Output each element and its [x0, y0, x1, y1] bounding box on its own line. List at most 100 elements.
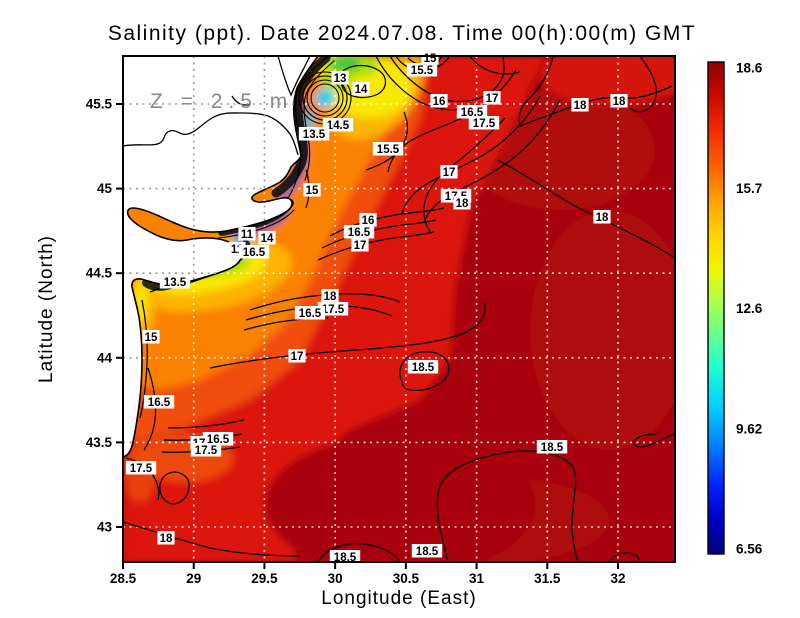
contour-label: 17 [354, 240, 367, 252]
axis-ticks [116, 103, 620, 569]
y-tick-label: 44.5 [86, 266, 113, 281]
contour-label: 13.5 [303, 129, 326, 141]
contour-label-box [411, 544, 443, 558]
contour-label: 17.5 [195, 445, 218, 457]
contour-label-box [322, 118, 354, 132]
contour-label: 17.5 [473, 118, 496, 130]
y-tick-label: 45.5 [86, 97, 113, 112]
y-tick-label: 43 [97, 520, 113, 535]
colorbar-tick-label: 12.6 [736, 301, 763, 316]
axis-tick-labels: 28.5 29 29.5 30 30.5 31 31.5 32 45.5 45 44.5 44 43.5… [86, 97, 626, 587]
x-axis-title: Longitude (East) [321, 588, 476, 609]
contour-label-box [593, 210, 611, 224]
contour-label: 18.5 [541, 442, 564, 454]
contour-label: 16 [433, 96, 446, 108]
contour-label-box [483, 91, 501, 105]
contour-label-box [258, 231, 276, 245]
contour-label: 15 [424, 53, 437, 65]
contour-label: 13.5 [164, 277, 187, 289]
contour-label-box [610, 94, 628, 108]
x-tick-label: 28.5 [110, 571, 137, 586]
map-field [123, 56, 675, 562]
contour-label: 17.5 [322, 304, 345, 316]
contour-label-box [440, 165, 458, 179]
colorbar-tick-label: 9.62 [736, 421, 762, 436]
contour-label-box [294, 306, 326, 320]
land-coastline [123, 56, 319, 458]
contour-label-box [190, 443, 222, 457]
contour-label-box [536, 440, 568, 454]
plot-border [122, 55, 676, 563]
contour-label-box [372, 142, 404, 156]
contour-label: 18 [456, 198, 469, 210]
contour-label: 18 [613, 96, 626, 108]
x-tick-label: 29 [186, 571, 201, 586]
contour-label-box [456, 105, 488, 119]
y-tick-label: 45 [97, 181, 113, 196]
contour-label: 14.5 [327, 120, 350, 132]
contour-label-box [159, 275, 191, 289]
contour-label: 13 [334, 73, 347, 85]
contour-label-box [407, 360, 439, 374]
contour-label: 18 [596, 212, 609, 224]
depth-annotation: Z = 2.5 m [150, 90, 293, 113]
contour-label-box [157, 531, 175, 545]
y-tick-label: 44 [97, 350, 113, 365]
contour-label-box [298, 127, 330, 141]
contour-label-box [238, 227, 256, 241]
x-tick-label: 30.5 [393, 571, 420, 586]
contour-label-box [453, 196, 471, 210]
contour-label: 15 [145, 332, 158, 344]
contour-label-box [421, 51, 439, 65]
contour-label: 18 [324, 291, 337, 303]
colorbar-tick-label: 18.6 [736, 61, 763, 76]
contour-label: 16.5 [348, 227, 371, 239]
y-axis-title: Latitude (North) [36, 235, 57, 383]
contour-label: 18 [160, 533, 173, 545]
contour-label-box [331, 71, 349, 85]
contour-label: 16.5 [243, 247, 266, 259]
contour-label-box [468, 116, 500, 130]
contour-label: 17 [443, 167, 456, 179]
x-tick-label: 32 [610, 571, 625, 586]
contour-label-box [317, 302, 349, 316]
contour-label-box [142, 330, 160, 344]
x-tick-label: 31.5 [534, 571, 561, 586]
y-tick-label: 43.5 [86, 435, 113, 450]
contour-label: 15.5 [411, 65, 434, 77]
contour-label-box [202, 432, 234, 446]
contour-label-box [351, 238, 369, 252]
contour-label: 15 [306, 185, 319, 197]
contour-label-box [406, 63, 438, 77]
x-tick-label: 29.5 [251, 571, 278, 586]
contour-label: 17 [291, 351, 304, 363]
x-tick-label: 30 [328, 571, 343, 586]
contour-label: 18 [574, 100, 587, 112]
contour-label: 14 [261, 233, 274, 245]
contour-label: 18.5 [416, 546, 439, 558]
contour-label-box [329, 550, 361, 564]
contour-label: 17.5 [130, 463, 153, 475]
contour-label-box [359, 213, 377, 227]
chart-title: Salinity (ppt). Date 2024.07.08. Time 00… [108, 22, 696, 45]
contour-label-box [352, 82, 370, 96]
colorbar: 18.6 15.7 12.6 9.62 6.56 [707, 61, 763, 557]
contour-label-box [343, 225, 375, 239]
contour-label-box [238, 245, 270, 259]
x-tick-label: 31 [469, 571, 485, 586]
contour-label-box [430, 94, 448, 108]
contour-label: 16.5 [148, 397, 171, 409]
contour-label-box [321, 289, 339, 303]
contour-label-box [125, 461, 157, 475]
contour-label: 17 [486, 93, 499, 105]
contour-label: 16.5 [299, 308, 322, 320]
colorbar-tick-label: 6.56 [736, 542, 763, 557]
colorbar-gradient [707, 61, 725, 555]
contour-label-box [143, 395, 175, 409]
contour-label-box [288, 349, 306, 363]
contour-label: 15.5 [377, 144, 400, 156]
colorbar-tick-labels: 18.6 15.7 12.6 9.62 6.56 [736, 61, 763, 557]
